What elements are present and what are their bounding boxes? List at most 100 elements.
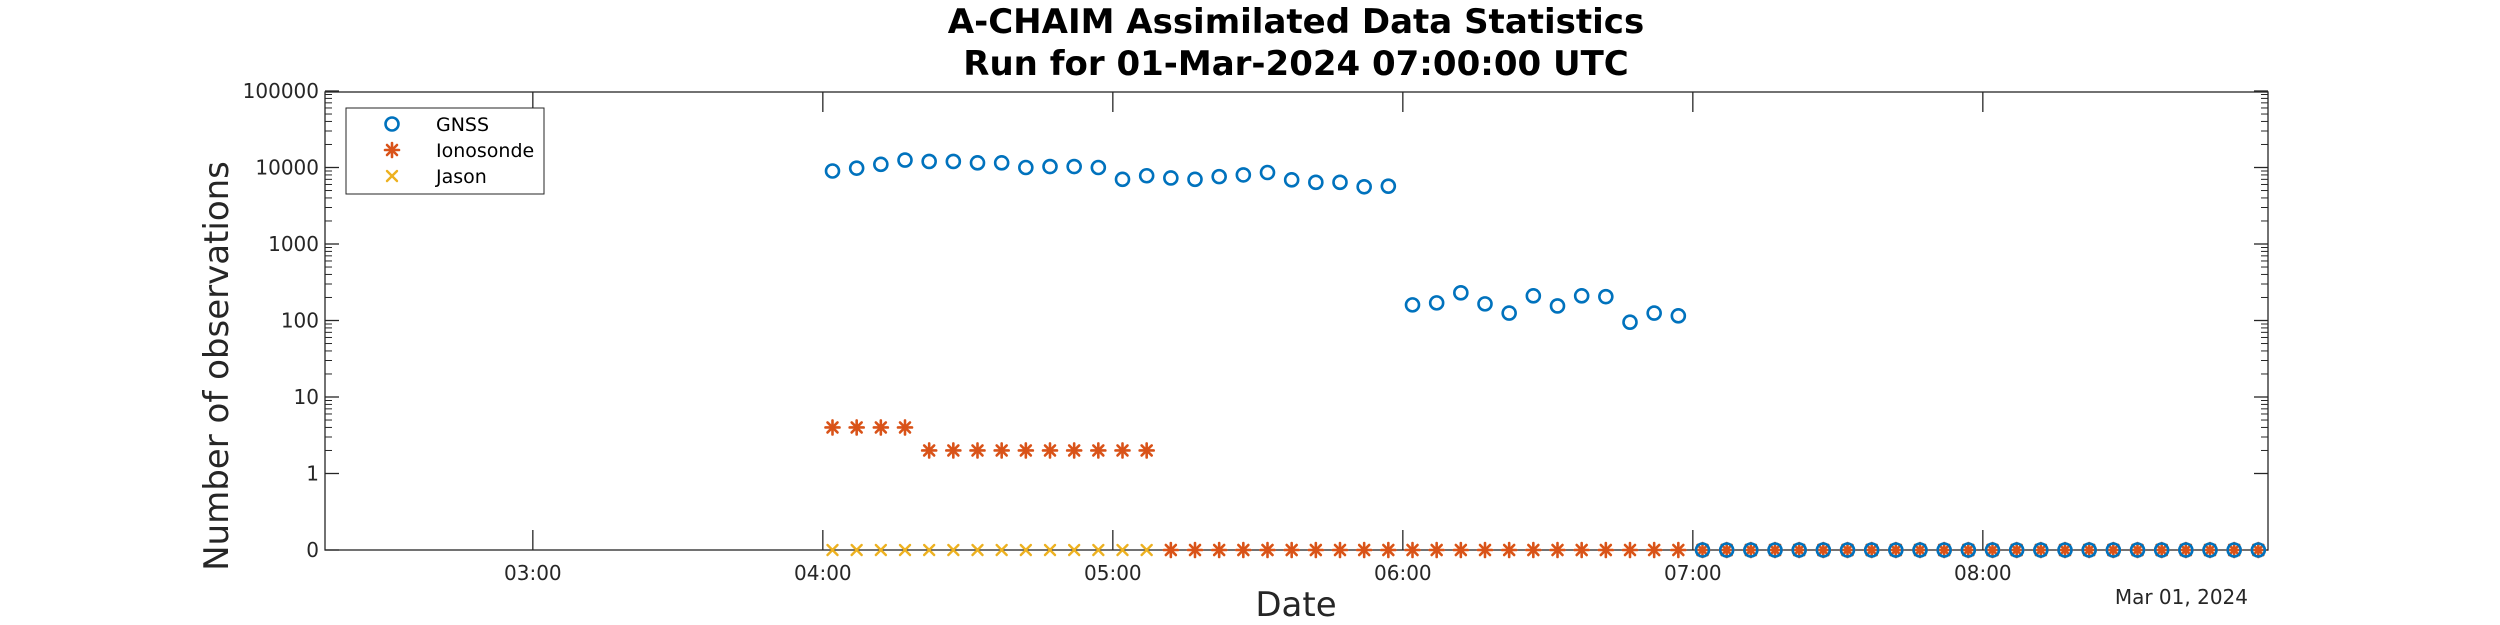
ionosonde-point <box>1162 541 1180 559</box>
legend-label-gnss: GNSS <box>436 114 489 136</box>
gnss-point <box>1453 285 1469 301</box>
ionosonde-point <box>1307 541 1325 559</box>
jason-point <box>1092 543 1105 557</box>
gnss-point <box>1622 314 1638 331</box>
x-tick-label: 04:00 <box>794 561 852 585</box>
gnss-point <box>2105 542 2122 558</box>
ionosonde-point <box>1645 541 1663 559</box>
jason-point <box>947 543 960 557</box>
ionosonde-point <box>824 419 841 436</box>
ionosonde-point <box>1355 541 1373 559</box>
ionosonde-point <box>2032 541 2050 559</box>
ionosonde-point <box>1863 541 1880 559</box>
gnss-point <box>1549 298 1566 314</box>
ionosonde-point <box>1911 541 1929 559</box>
ionosonde-point <box>1621 541 1639 559</box>
gnss-point <box>1646 305 1662 321</box>
x-tick-label: 05:00 <box>1084 561 1142 585</box>
gnss-point <box>1042 158 1058 175</box>
gnss-point <box>1743 542 1759 558</box>
date-label: Mar 01, 2024 <box>2115 585 2248 609</box>
gnss-point <box>1138 167 1155 184</box>
chart-title-line-2: Run for 01-Mar-2024 07:00:00 UTC <box>963 44 1628 84</box>
gnss-point <box>873 156 889 173</box>
jason-point <box>1043 543 1057 557</box>
ionosonde-point <box>1476 541 1494 559</box>
jason-point <box>995 543 1008 557</box>
x-axis-label: Date <box>1255 585 1336 625</box>
gnss-point <box>1767 542 1783 558</box>
gnss-point <box>1380 178 1397 194</box>
gnss-point <box>1356 178 1372 195</box>
jason-point <box>1067 543 1081 557</box>
gnss-point <box>969 155 986 171</box>
gnss-point <box>1598 288 1614 305</box>
gnss-point <box>945 153 962 170</box>
ionosonde-point <box>1452 541 1470 559</box>
gnss-point <box>2178 542 2194 558</box>
gnss-point <box>1815 542 1832 558</box>
ionosonde-point <box>2250 541 2267 559</box>
ionosonde-point <box>2105 541 2122 559</box>
gnss-point <box>2129 542 2146 558</box>
ionosonde-point <box>1670 541 1687 559</box>
y-tick-label: 10 <box>294 385 319 409</box>
jason-point <box>826 543 839 557</box>
legend-box <box>345 107 545 195</box>
ionosonde-point <box>969 442 986 459</box>
ionosonde-point <box>1428 541 1445 559</box>
ionosonde-point <box>1500 541 1518 559</box>
ionosonde-point <box>1404 541 1421 559</box>
ionosonde-point <box>1186 541 1204 559</box>
jason-point <box>850 543 863 557</box>
ionosonde-point <box>2129 541 2146 559</box>
gnss-point <box>1960 542 1977 558</box>
jason-point <box>922 543 936 557</box>
gnss-point <box>1187 171 1203 188</box>
legend-marker-jason <box>385 169 399 183</box>
gnss-point <box>1525 288 1542 304</box>
ionosonde-point <box>1742 541 1760 559</box>
jason-point <box>1116 543 1129 557</box>
gnss-point <box>1694 542 1711 558</box>
ionosonde-point <box>2201 541 2219 559</box>
ionosonde-point <box>1694 541 1711 559</box>
jason-point <box>874 543 888 557</box>
y-tick-label: 10000 <box>255 156 319 180</box>
gnss-point <box>1235 167 1252 183</box>
y-tick-label: 0 <box>306 538 319 562</box>
gnss-point <box>2081 542 2097 558</box>
gnss-point <box>1114 171 1131 188</box>
y-tick-label: 100000 <box>243 79 319 103</box>
ionosonde-point <box>1766 541 1784 559</box>
legend-label-jason: Jason <box>435 166 487 188</box>
legend-label-ionosonde: Ionosonde <box>436 140 534 162</box>
ionosonde-point <box>872 419 890 436</box>
x-tick-label: 07:00 <box>1664 561 1722 585</box>
gnss-point <box>1259 164 1276 181</box>
gnss-point <box>2226 542 2242 558</box>
ionosonde-point <box>1210 541 1228 559</box>
ionosonde-point <box>896 419 914 436</box>
ionosonde-point <box>1380 541 1397 559</box>
ionosonde-point <box>993 442 1010 459</box>
gnss-point <box>1888 542 1904 558</box>
ionosonde-point <box>1597 541 1615 559</box>
ionosonde-point <box>1259 541 1276 559</box>
gnss-point <box>1283 172 1300 188</box>
gnss-point <box>1211 168 1227 185</box>
jason-point <box>1019 543 1033 557</box>
legend-marker-gnss <box>384 116 400 132</box>
ionosonde-point <box>2008 541 2025 559</box>
gnss-point <box>1018 159 1034 176</box>
axes: 0 1 10 100 1000 10000 100000 03:00 04:00 05:00 06:… <box>243 79 2269 585</box>
gnss-point <box>1163 170 1179 186</box>
x-tick-label: 06:00 <box>1374 561 1432 585</box>
gnss-point <box>1936 542 1952 558</box>
ionosonde-point <box>848 419 865 436</box>
gnss-point <box>848 160 865 176</box>
ionosonde-point <box>945 442 962 459</box>
gnss-point <box>1090 159 1107 176</box>
ionosonde-point <box>1549 541 1566 559</box>
